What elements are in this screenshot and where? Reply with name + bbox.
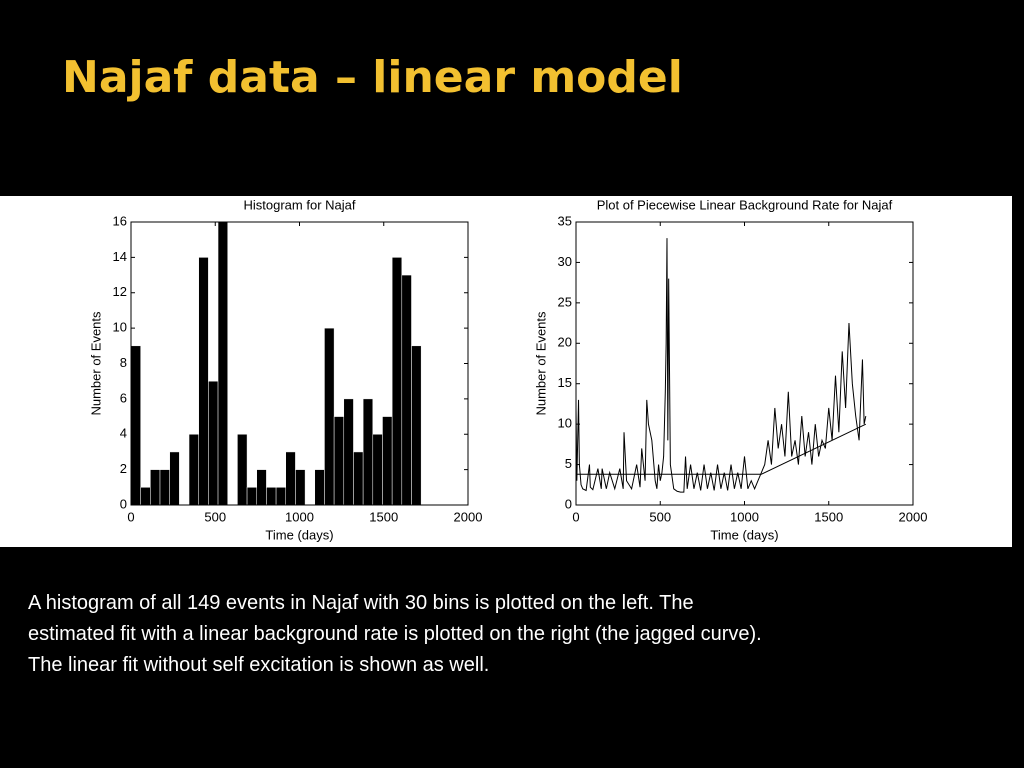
y-tick-label: 6: [120, 390, 127, 405]
bar: [372, 434, 383, 506]
x-tick-label: 0: [127, 509, 134, 524]
y-tick-label: 10: [558, 416, 572, 431]
bar: [208, 380, 219, 506]
y-tick-label: 12: [113, 284, 127, 299]
bar: [266, 487, 277, 506]
bar: [130, 345, 141, 506]
caption-line: The linear fit without self excitation i…: [28, 654, 490, 676]
bar: [237, 434, 248, 506]
y-tick-label: 16: [113, 213, 127, 228]
bar: [217, 221, 228, 506]
bar: [159, 469, 170, 506]
charts-panel: Histogram for Najaf Time (days) Number of …: [0, 196, 1012, 547]
y-tick-label: 8: [120, 355, 127, 370]
y-tick-label: 14: [113, 249, 127, 264]
bar: [391, 257, 403, 506]
bar: [140, 487, 151, 506]
bar: [362, 398, 374, 506]
y-tick-label: 15: [558, 375, 572, 390]
x-tick-label: 2000: [899, 509, 928, 524]
y-tick-label: 30: [558, 254, 572, 269]
bar: [285, 451, 296, 506]
x-tick-label: 1500: [369, 509, 398, 524]
slide-title: Najaf data – linear model: [62, 52, 683, 103]
line-series: [576, 423, 867, 475]
y-tick-label: 4: [120, 426, 127, 441]
bar: [198, 257, 209, 506]
x-tick-label: 0: [572, 509, 579, 524]
bar: [324, 327, 335, 506]
x-axis-label: Time (days): [265, 527, 333, 542]
bar: [314, 469, 325, 506]
bar: [382, 416, 393, 506]
x-tick-label: 1000: [730, 509, 759, 524]
bar: [246, 487, 257, 506]
y-tick-label: 5: [565, 456, 572, 471]
y-axis-label: Number of Events: [533, 311, 548, 416]
bar: [353, 451, 364, 506]
bar: [256, 469, 267, 506]
bar: [169, 451, 180, 506]
y-tick-label: 0: [565, 496, 572, 511]
y-tick-label: 35: [558, 213, 572, 228]
y-tick-label: 0: [120, 496, 127, 511]
y-tick-label: 2: [120, 461, 127, 476]
y-axis-label: Number of Events: [88, 311, 103, 416]
x-tick-label: 500: [649, 509, 671, 524]
x-tick-label: 1000: [285, 509, 314, 524]
bar: [411, 345, 422, 506]
bar: [150, 469, 161, 506]
bar: [333, 416, 345, 506]
y-tick-label: 25: [558, 294, 572, 309]
bar: [343, 398, 354, 506]
y-tick-label: 20: [558, 335, 572, 350]
bar: [188, 434, 199, 506]
caption: A histogram of all 149 events in Najaf w…: [28, 588, 762, 681]
y-tick-label: 10: [113, 320, 127, 335]
chart-title: Histogram for Najaf: [244, 197, 356, 212]
bar: [275, 487, 287, 506]
x-tick-label: 1500: [814, 509, 843, 524]
caption-line: estimated fit with a linear background r…: [28, 623, 762, 645]
caption-line: A histogram of all 149 events in Najaf w…: [28, 592, 694, 614]
x-tick-label: 500: [204, 509, 226, 524]
chart-title: Plot of Piecewise Linear Background Rate…: [597, 197, 893, 212]
x-tick-label: 2000: [454, 509, 483, 524]
bar: [401, 274, 412, 506]
x-axis-label: Time (days): [710, 527, 778, 542]
line-series: [575, 238, 867, 493]
bar: [295, 469, 306, 506]
